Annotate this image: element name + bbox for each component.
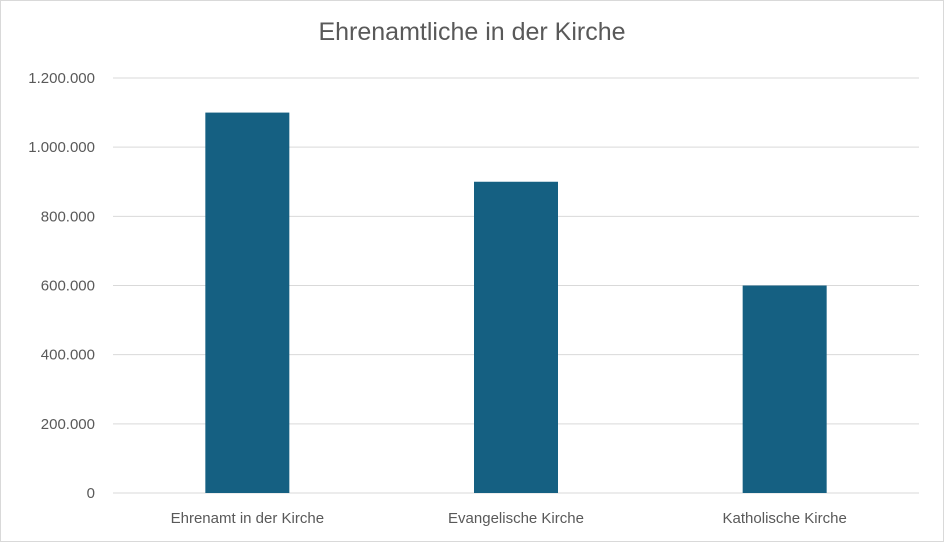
x-tick-label: Evangelische Kirche xyxy=(448,510,584,527)
y-tick-label: 400.000 xyxy=(41,347,95,364)
bar xyxy=(205,112,290,493)
y-tick-label: 200.000 xyxy=(41,416,95,433)
chart-title: Ehrenamtliche in der Kirche xyxy=(318,18,626,46)
bar xyxy=(474,181,558,493)
x-tick-label: Ehrenamt in der Kirche xyxy=(171,510,324,527)
y-tick-label: 600.000 xyxy=(41,278,95,295)
y-axis-ticks: 0 200.000 400.000 600.000 800.000 1.000.000 1.… xyxy=(28,70,95,502)
bar xyxy=(742,285,827,493)
bars xyxy=(205,112,827,493)
y-tick-label: 1.200.000 xyxy=(28,70,95,87)
x-axis-ticks: Ehrenamt in der Kirche Evangelische Kirch… xyxy=(171,510,847,527)
y-tick-label: 1.000.000 xyxy=(28,139,95,156)
x-tick-label: Katholische Kirche xyxy=(723,510,847,527)
y-tick-label: 0 xyxy=(87,485,95,502)
y-tick-label: 800.000 xyxy=(41,208,95,225)
